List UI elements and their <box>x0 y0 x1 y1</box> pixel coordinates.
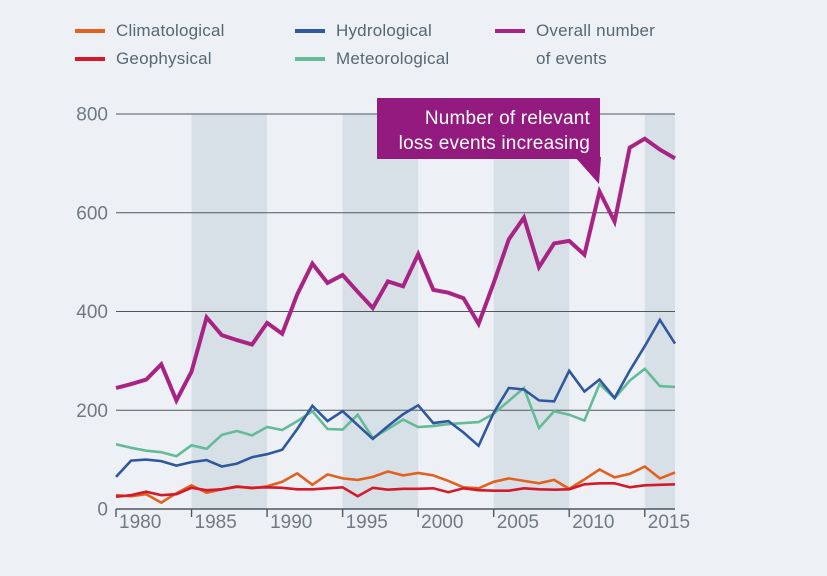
y-axis-label-400: 400 <box>76 302 108 323</box>
legend-item-hydrological: Hydrological <box>295 17 432 45</box>
x-axis-label-1980: 1980 <box>119 512 161 533</box>
series-line-meteorological <box>115 367 676 458</box>
x-axis-label-1990: 1990 <box>270 512 312 533</box>
series-line-overall <box>115 136 677 406</box>
series-line-climatological <box>115 464 676 505</box>
legend-label-hydrological: Hydrological <box>336 21 432 40</box>
series-line-geophysical <box>115 481 676 498</box>
chart-legend: Climatological Geophysical Hydrological … <box>0 0 827 90</box>
x-axis-label-1995: 1995 <box>346 512 388 533</box>
y-axis-label-0: 0 <box>97 500 108 521</box>
legend-item-overall: Overall number of events <box>495 17 656 68</box>
legend-label-meteorological: Meteorological <box>336 49 450 68</box>
legend-label-climatological: Climatological <box>116 21 225 40</box>
annotation-callout: Number of relevant loss events increasin… <box>377 98 601 184</box>
x-axis-label-2000: 2000 <box>421 512 463 533</box>
climatological-line-swatch-icon <box>75 29 105 33</box>
legend-item-climatological: Climatological <box>75 17 225 45</box>
y-axis-label-200: 200 <box>76 401 108 422</box>
hydrological-line-swatch-icon <box>295 29 325 33</box>
x-axis-label-2010: 2010 <box>572 512 614 533</box>
meteorological-line-swatch-icon <box>295 57 325 61</box>
y-axis-label-800: 800 <box>76 105 108 126</box>
legend-label-overall-line2: of events <box>536 49 607 68</box>
legend-label-overall-line1: Overall number <box>536 21 656 40</box>
legend-item-geophysical: Geophysical <box>75 45 212 73</box>
overall-line-swatch-icon <box>495 29 525 33</box>
legend-label-geophysical: Geophysical <box>116 49 212 68</box>
series-line-hydrological <box>115 317 677 478</box>
geophysical-line-swatch-icon <box>75 57 105 61</box>
x-axis-label-1985: 1985 <box>195 512 237 533</box>
callout-box <box>377 98 600 159</box>
x-axis-label-2015: 2015 <box>648 512 690 533</box>
callout-text-line2: loss events increasing <box>399 133 590 154</box>
x-axis-label-2005: 2005 <box>497 512 539 533</box>
callout-text-line1: Number of relevant <box>425 108 591 129</box>
callout-tail-pointer <box>575 157 601 184</box>
legend-item-meteorological: Meteorological <box>295 45 449 73</box>
y-axis-label-600: 600 <box>76 203 108 224</box>
